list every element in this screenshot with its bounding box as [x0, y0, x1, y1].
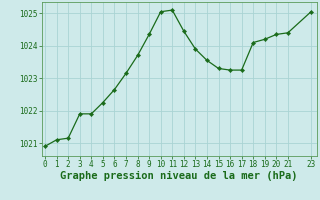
X-axis label: Graphe pression niveau de la mer (hPa): Graphe pression niveau de la mer (hPa): [60, 171, 298, 181]
